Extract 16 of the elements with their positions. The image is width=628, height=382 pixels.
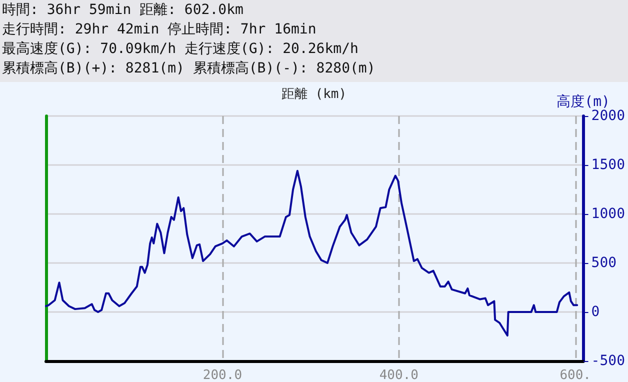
y-tick-label: 1000	[591, 206, 626, 222]
y-tick-label: -500	[591, 353, 626, 369]
y-tick-label: 1500	[591, 157, 626, 173]
text: 累積標高(B)(+): 8281(m) 累積標高(B)(-): 8280(m)	[2, 60, 376, 76]
line-series	[45, 170, 578, 337]
y-tick-label: 0	[591, 304, 600, 320]
y-tick-label: 500	[591, 255, 617, 271]
y-axis-title: 高度(m)	[556, 94, 610, 110]
y-tick-label: 2000	[591, 108, 626, 124]
x-tick-label: 200.0	[202, 368, 242, 382]
x-axis-title: 距離 (km)	[281, 87, 347, 102]
x-tick-label: 600.	[560, 368, 591, 382]
text: 走行時間: 29hr 42min 停止時間: 7hr 16min	[2, 22, 316, 38]
text: 最高速度(G): 70.09km/h 走行速度(G): 20.26km/h	[2, 41, 358, 57]
text: 時間: 36hr 59min 距離: 602.0km	[2, 2, 244, 18]
x-tick-label: 400.0	[379, 368, 418, 382]
